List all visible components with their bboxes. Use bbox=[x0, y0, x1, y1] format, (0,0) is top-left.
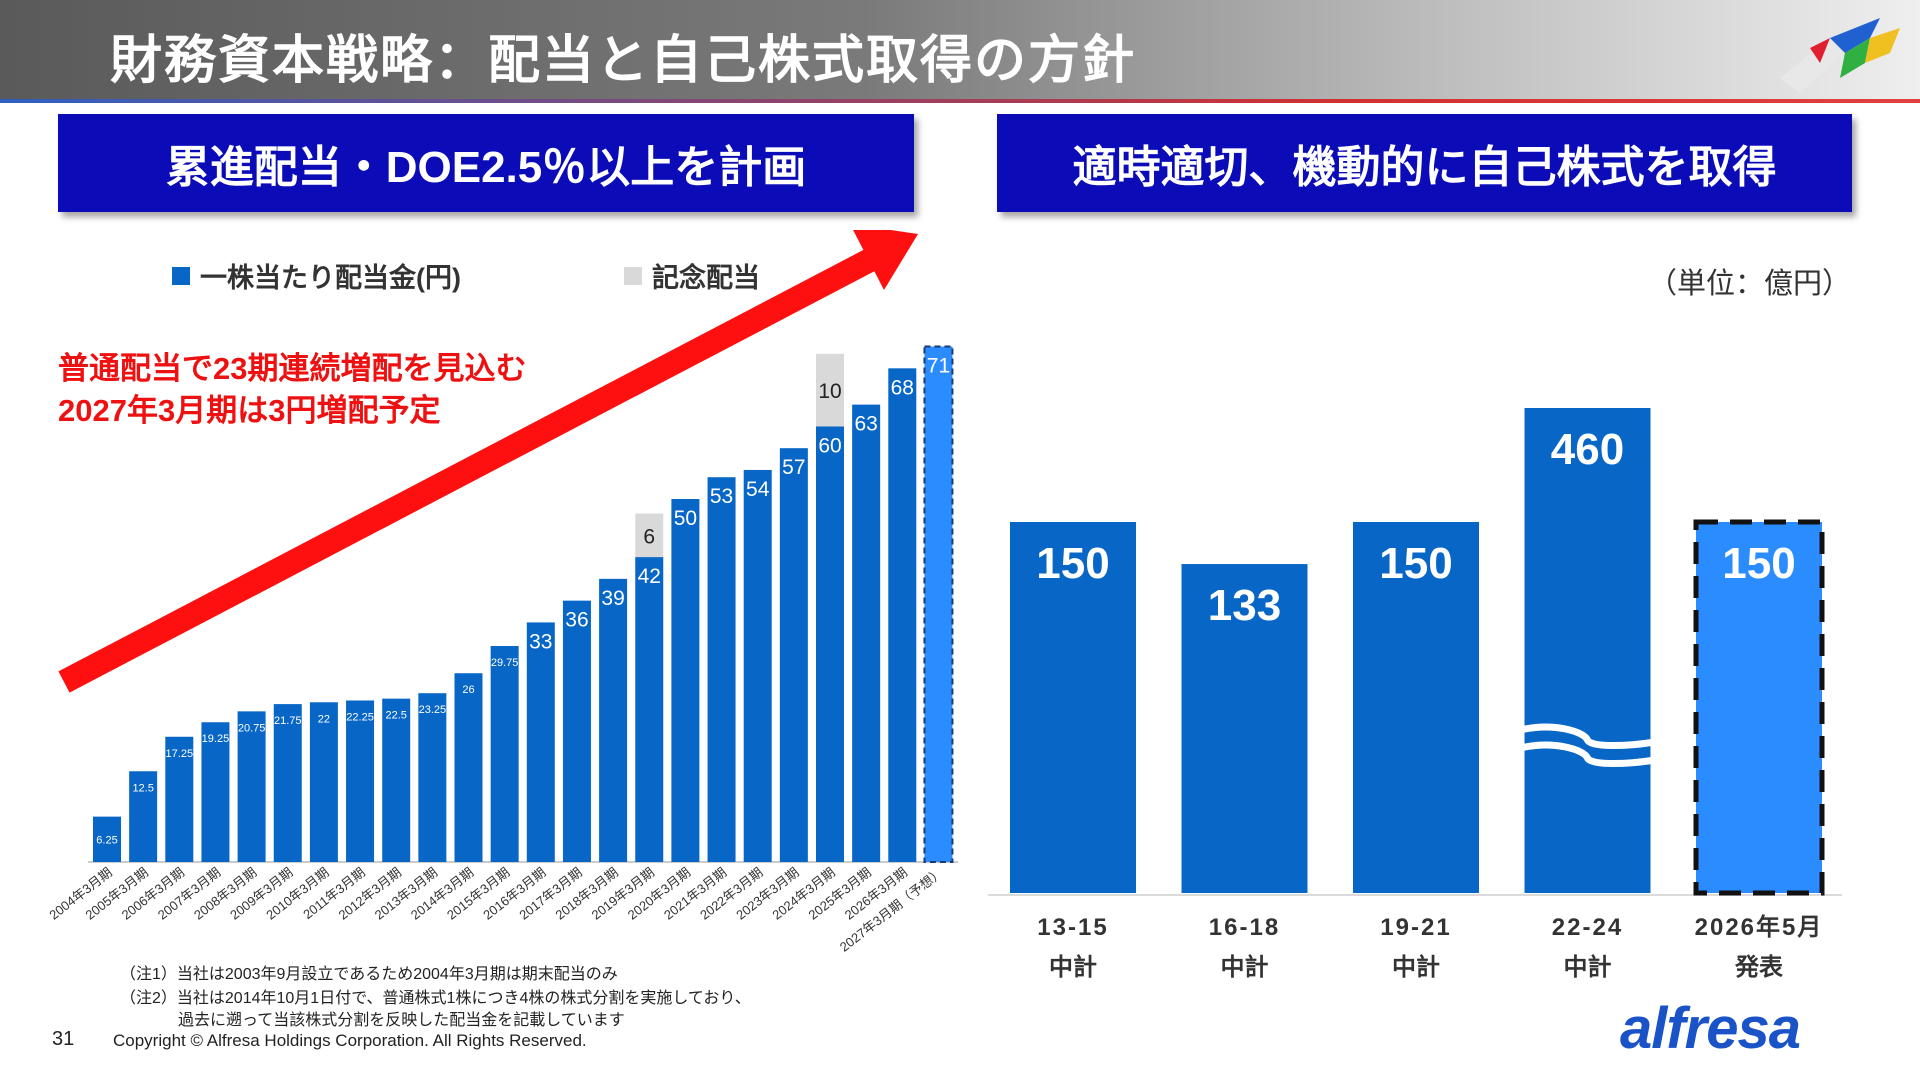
dividend-value-label: 42 bbox=[638, 565, 661, 588]
buyback-bar bbox=[1181, 564, 1308, 893]
dividend-value-label: 71 bbox=[927, 355, 950, 378]
buyback-bar bbox=[1693, 519, 1825, 896]
axis-break-icon bbox=[1519, 741, 1656, 767]
buyback-category-label: 13-15 bbox=[1037, 914, 1108, 941]
dividend-callout: 普通配当で23期連続増配を見込む 2027年3月期は3円増配予定 bbox=[58, 348, 526, 432]
dividend-value-label: 29.75 bbox=[491, 657, 519, 669]
dividend-bar bbox=[526, 622, 555, 862]
dividend-value-label: 60 bbox=[818, 434, 841, 457]
buyback-value-label: 150 bbox=[1379, 539, 1452, 588]
buyback-value-label: 150 bbox=[1722, 539, 1795, 588]
header-accent-line bbox=[0, 99, 1920, 103]
header-bar: 財務資本戦略：配当と自己株式取得の方針 bbox=[0, 0, 1920, 103]
buyback-category-label: 2026年5月 bbox=[1695, 913, 1824, 941]
copyright: Copyright © Alfresa Holdings Corporation… bbox=[113, 1031, 587, 1050]
dividend-value-label: 12.5 bbox=[132, 782, 153, 794]
legend-label-dividend: 一株当たり配当金(円) bbox=[200, 263, 461, 293]
dividend-value-label: 33 bbox=[529, 630, 552, 653]
buyback-value-label: 150 bbox=[1036, 539, 1109, 588]
dividend-value-label: 21.75 bbox=[274, 715, 302, 727]
legend-swatch-dividend bbox=[172, 266, 190, 285]
dividend-bar bbox=[707, 477, 736, 862]
dividend-bar bbox=[635, 557, 664, 862]
dividend-value-label: 63 bbox=[854, 413, 877, 436]
dividend-bar bbox=[201, 722, 230, 862]
buyback-category-label: 19-21 bbox=[1380, 914, 1451, 941]
dividend-bar bbox=[490, 646, 519, 862]
dividend-value-label: 50 bbox=[674, 507, 697, 530]
page-title: 財務資本戦略：配当と自己株式取得の方針 bbox=[110, 32, 1137, 90]
dividend-bar bbox=[382, 698, 411, 862]
buyback-category-sublabel: 中計 bbox=[1392, 953, 1440, 981]
dividend-bar bbox=[129, 771, 158, 862]
dividend-bar bbox=[346, 700, 375, 862]
legend-item-commemorative: 記念配当 bbox=[624, 256, 760, 295]
legend-item-dividend: 一株当たり配当金(円) bbox=[172, 256, 461, 295]
buyback-category-label: 22-24 bbox=[1552, 914, 1623, 941]
dividend-bar bbox=[671, 499, 700, 862]
company-logo: alfresa bbox=[1620, 996, 1801, 1061]
buyback-category-sublabel: 中計 bbox=[1221, 953, 1269, 981]
dividend-value-label: 36 bbox=[565, 609, 588, 632]
axis-break-icon bbox=[1519, 723, 1656, 749]
growth-arrow-icon bbox=[58, 230, 918, 693]
buyback-bar bbox=[1010, 522, 1136, 893]
footnote-3: 過去に遡って当該株式分割を反映した配当金を記載しています bbox=[178, 1012, 625, 1029]
dividend-bar bbox=[309, 702, 338, 862]
buyback-value-label: 133 bbox=[1208, 581, 1281, 630]
legend-label-commemorative: 記念配当 bbox=[652, 263, 760, 293]
dividend-value-label: 19.25 bbox=[202, 733, 230, 745]
dividend-value-label: 22.25 bbox=[346, 711, 374, 723]
dividend-bar bbox=[743, 469, 772, 862]
dividend-bar bbox=[93, 816, 121, 862]
buyback-category-label: 16-18 bbox=[1209, 914, 1280, 941]
dividend-value-label: 68 bbox=[891, 376, 914, 399]
commemorative-label: 6 bbox=[643, 525, 655, 548]
commemorative-bar bbox=[635, 513, 664, 558]
dividend-bar bbox=[816, 426, 844, 862]
dividend-policy-banner: 累進配当・DOE2.5％以上を計画 bbox=[58, 114, 914, 212]
dividend-bar bbox=[273, 704, 302, 862]
dividend-bar bbox=[599, 578, 628, 862]
commemorative-label: 10 bbox=[818, 380, 841, 403]
dividend-value-label: 54 bbox=[746, 478, 770, 501]
dividend-bar bbox=[454, 673, 483, 862]
footnote-2: （注2）当社は2014年10月1日付で、普通株式1株につき4株の株式分割を実施し… bbox=[120, 990, 751, 1007]
callout-line-1: 普通配当で23期連続増配を見込む bbox=[58, 351, 527, 386]
buyback-value-label: 460 bbox=[1551, 425, 1624, 474]
footnote-1: （注1）当社は2003年9月設立であるため2004年3月期は期末配当のみ bbox=[120, 966, 618, 983]
dividend-bar bbox=[237, 711, 266, 862]
buyback-category-sublabel: 発表 bbox=[1734, 953, 1784, 981]
dividend-value-label: 17.25 bbox=[166, 748, 194, 760]
dividend-bar bbox=[888, 368, 917, 862]
dividend-value-label: 39 bbox=[601, 587, 624, 610]
buyback-category-sublabel: 中計 bbox=[1564, 953, 1612, 981]
buyback-bar bbox=[1353, 522, 1479, 893]
buyback-policy-banner: 適時適切、機動的に自己株式を取得 bbox=[997, 114, 1852, 212]
dividend-value-label: 22 bbox=[318, 713, 330, 725]
buyback-category-sublabel: 中計 bbox=[1049, 953, 1097, 981]
legend-swatch-commemorative bbox=[624, 266, 642, 285]
buyback-chart: 150 13-15 中計 133 16-18 中計 150 19-21 中計 460 22-24 中計… bbox=[988, 408, 1842, 981]
dividend-bar bbox=[418, 693, 447, 862]
corner-logo-icon bbox=[1780, 18, 1900, 93]
dividend-bar bbox=[165, 736, 194, 862]
dividend-bar bbox=[562, 600, 591, 862]
dividend-value-label: 23.25 bbox=[419, 704, 447, 716]
dividend-bar bbox=[779, 448, 808, 862]
dividend-bar bbox=[923, 345, 954, 864]
commemorative-bar bbox=[816, 353, 844, 427]
buyback-bar bbox=[1524, 408, 1651, 893]
dividend-value-label: 53 bbox=[710, 485, 733, 508]
unit-label: （単位：億円） bbox=[1648, 268, 1852, 300]
dividend-value-label: 26 bbox=[462, 684, 474, 696]
dividend-bar bbox=[852, 404, 881, 862]
page-number: 31 bbox=[52, 1028, 75, 1050]
dividend-value-label: 57 bbox=[782, 456, 805, 479]
dividend-chart: 6.252004年3月期12.52005年3月期17.252006年3月期19.… bbox=[46, 230, 958, 955]
dividend-value-label: 20.75 bbox=[238, 722, 266, 734]
dividend-value-label: 6.25 bbox=[96, 834, 117, 846]
dividend-value-label: 22.5 bbox=[385, 710, 406, 722]
callout-line-2: 2027年3月期は3円増配予定 bbox=[58, 393, 441, 428]
